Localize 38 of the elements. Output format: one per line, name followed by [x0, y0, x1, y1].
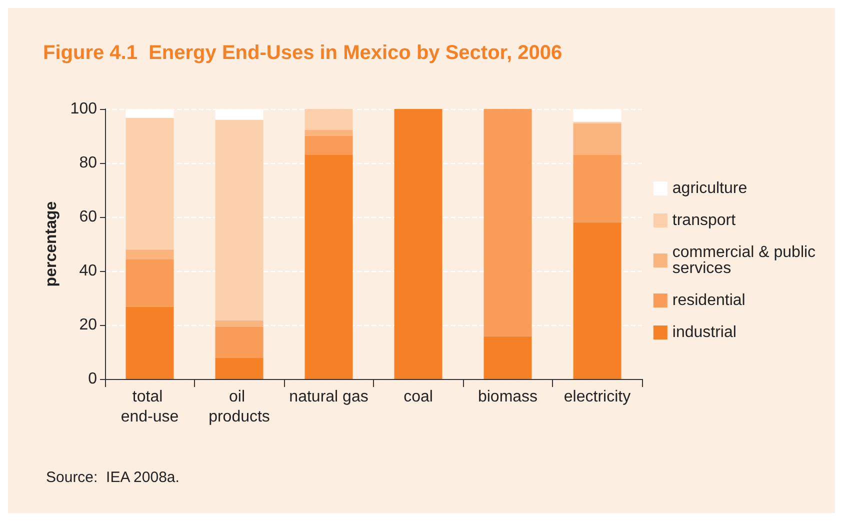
y-tick-label: 20 [79, 316, 98, 334]
bar [484, 336, 532, 379]
x-tick-label: biomass [478, 388, 538, 406]
y-tick-label: 100 [70, 100, 98, 118]
source-note: Source: IEA 2008a. [46, 469, 180, 486]
bar [126, 250, 174, 260]
bar [304, 109, 353, 130]
bar [484, 109, 532, 336]
y-tick-label: 60 [79, 208, 98, 226]
x-tick-label: coal [404, 388, 433, 406]
bar [573, 154, 622, 222]
y-tick-label: 80 [79, 154, 98, 172]
bar [126, 306, 174, 379]
x-tick-label: total end-use [120, 388, 179, 426]
x-tick-label: electricity [564, 388, 631, 406]
legend-label: commercial & public services [672, 244, 820, 277]
bar [215, 326, 264, 358]
bar [573, 222, 622, 379]
bar [304, 154, 353, 379]
legend-label: industrial [672, 324, 736, 341]
legend-label: residential [672, 292, 746, 309]
bar [304, 130, 353, 136]
bar [215, 320, 264, 327]
bar [573, 123, 622, 155]
legend-label: transport [672, 212, 736, 229]
legend-label: agriculture [672, 180, 748, 197]
bar [304, 136, 353, 155]
bar [126, 259, 174, 307]
bar [215, 358, 264, 379]
y-tick-label: 0 [88, 370, 98, 388]
chart-title: Figure 4.1 Energy End-Uses in Mexico by Sector, 2006 [43, 42, 562, 64]
bar [215, 120, 264, 320]
y-tick-label: 40 [79, 262, 98, 280]
x-tick-label: natural gas [289, 388, 368, 406]
x-tick-label: oil products [208, 388, 270, 426]
bar [126, 118, 174, 250]
bar [394, 109, 442, 379]
y-axis-title: percentage [42, 201, 60, 287]
